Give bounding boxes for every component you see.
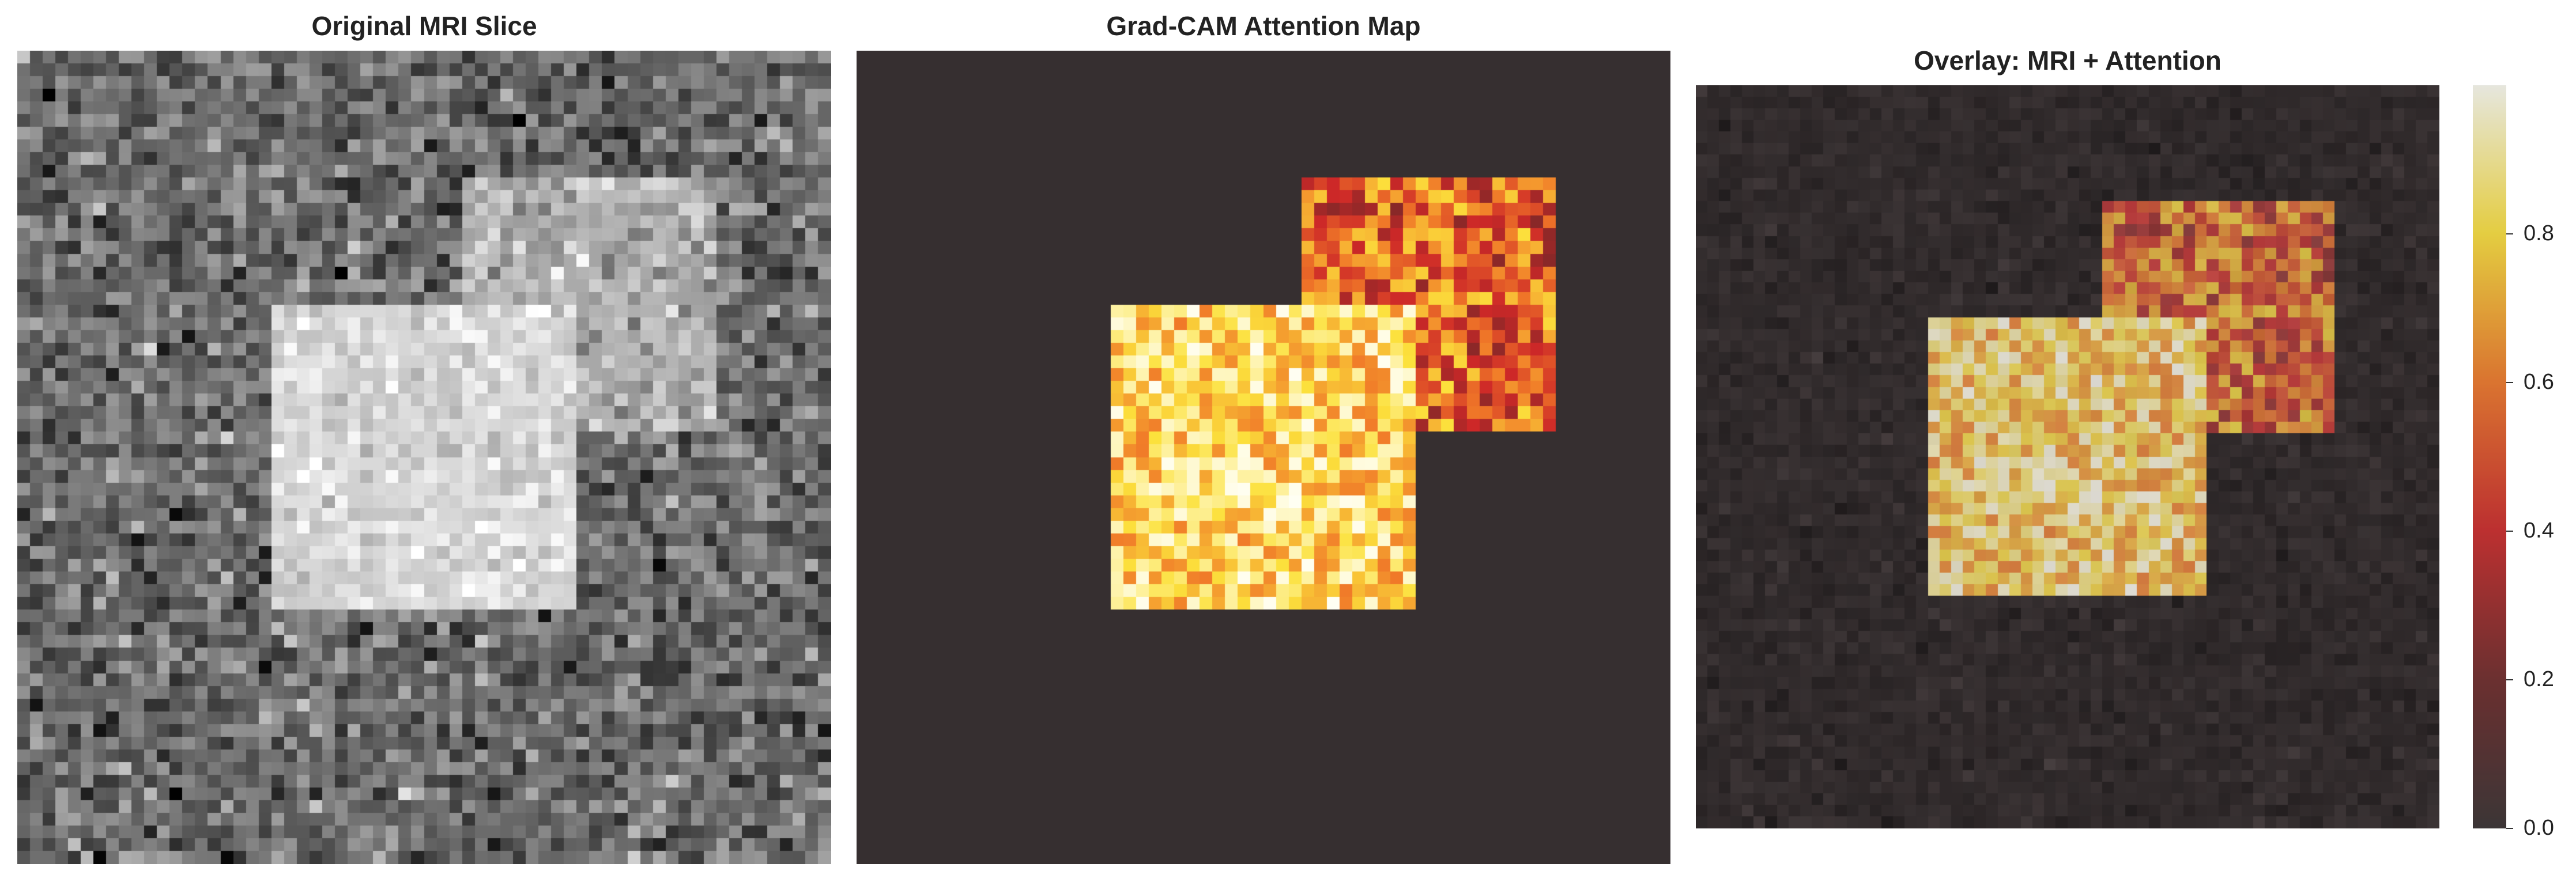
panel-title-overlay: Overlay: MRI + Attention (1696, 45, 2439, 76)
panel-title-gradcam: Grad-CAM Attention Map (857, 10, 1670, 41)
colorbar-tick (2506, 233, 2513, 234)
original-mri-slice-image (17, 51, 831, 864)
colorbar-tick-label: 0.2 (2524, 667, 2554, 692)
colorbar-tick (2506, 679, 2513, 680)
colorbar-tick (2506, 531, 2513, 532)
colorbar-tick-label: 0.4 (2524, 518, 2554, 543)
colorbar-tick-label: 0.6 (2524, 370, 2554, 395)
colorbar-tick (2506, 828, 2513, 829)
overlay-mri-attention-image (1696, 85, 2439, 828)
colorbar-tick-label: 0.0 (2524, 816, 2554, 841)
colorbar-tick-label: 0.8 (2524, 221, 2554, 246)
colorbar (2473, 85, 2506, 828)
gradcam-attention-map-image (857, 51, 1670, 864)
colorbar-tick (2506, 382, 2513, 383)
panel-title-original-mri: Original MRI Slice (17, 10, 831, 41)
